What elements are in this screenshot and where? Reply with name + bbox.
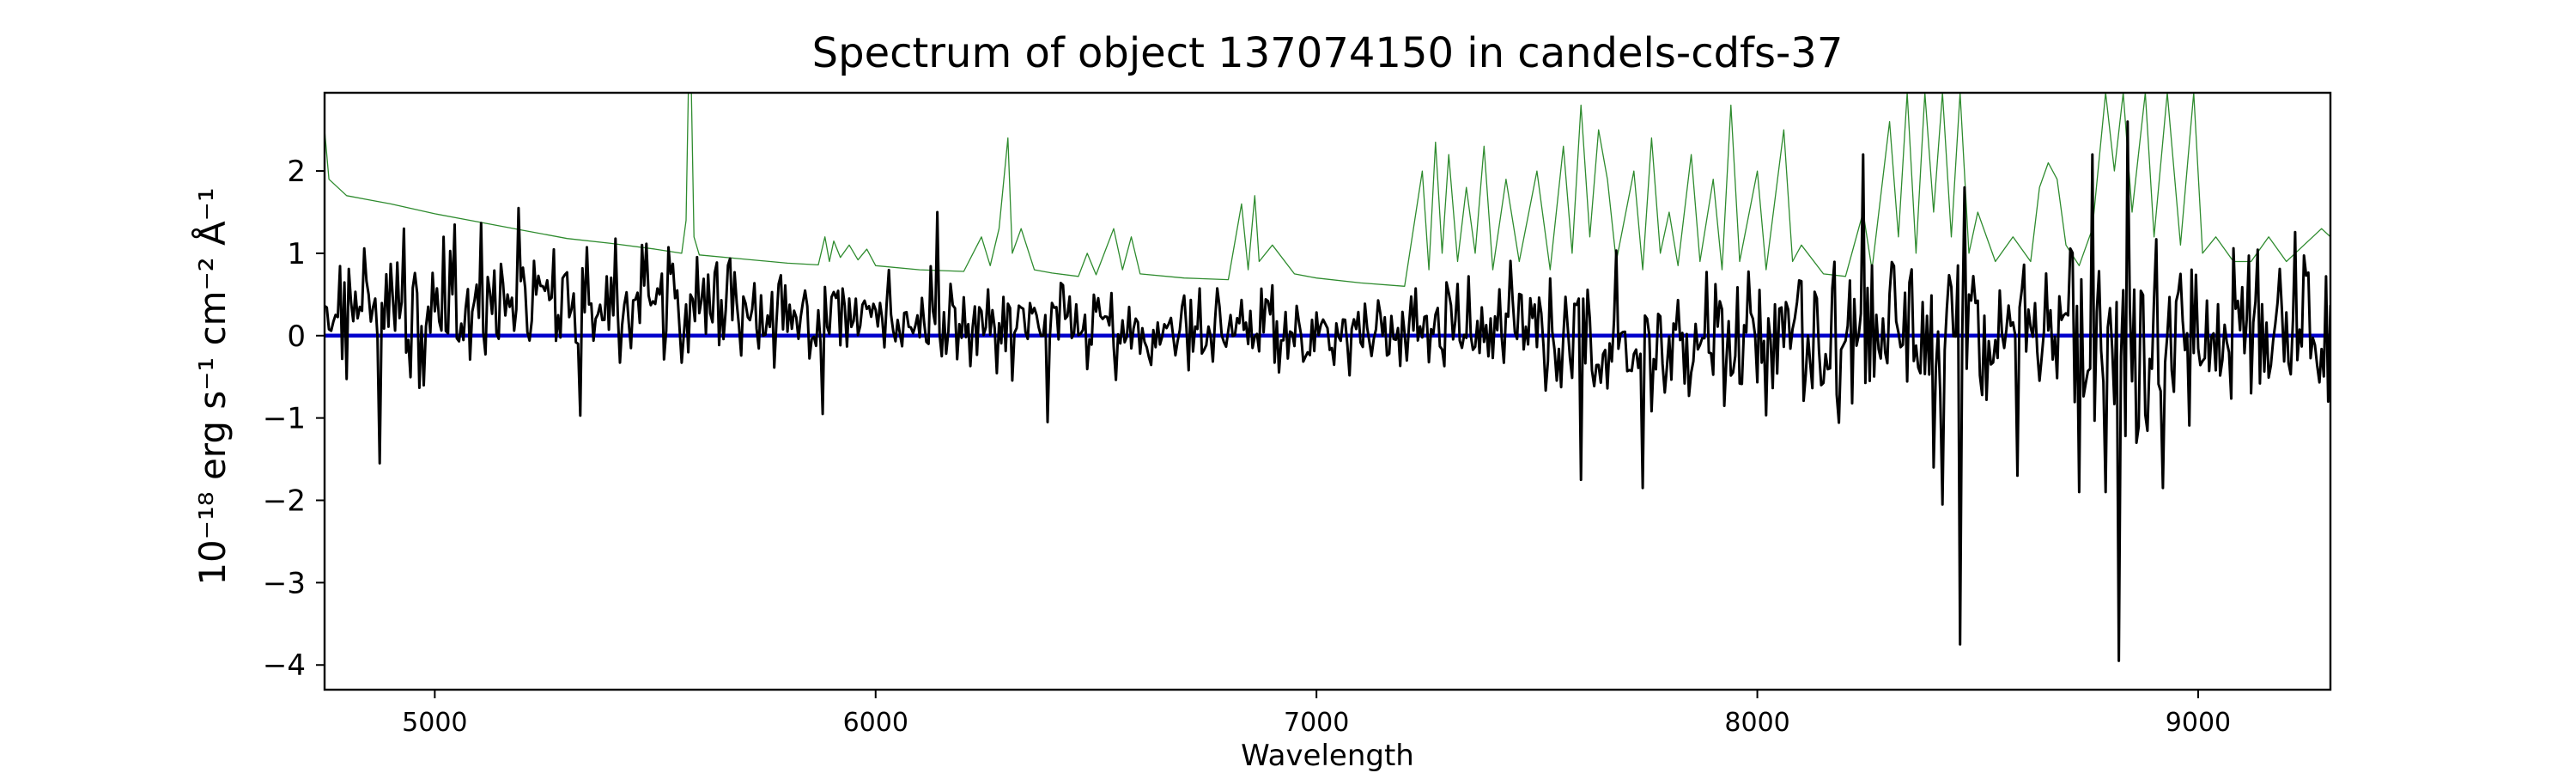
- x-tick-label: 9000: [2166, 708, 2231, 738]
- y-tick-label: −1: [263, 402, 306, 436]
- x-tick-label: 8000: [1724, 708, 1789, 738]
- y-tick-label: −4: [263, 648, 306, 683]
- y-tick-label: −3: [263, 566, 306, 600]
- x-tick-label: 7000: [1284, 708, 1349, 738]
- error-spectrum-line: [325, 93, 2330, 287]
- chart-title: Spectrum of object 137074150 in candels-…: [812, 29, 1844, 77]
- x-axis-label: Wavelength: [1241, 739, 1414, 773]
- y-axis-label: 10⁻¹⁸ erg s⁻¹ cm⁻² Å⁻¹: [191, 187, 234, 585]
- y-tick-label: 1: [287, 237, 306, 271]
- plot-area: 5000 6000 7000 8000 9000 −4 −3 −2 −1 0 1 2: [263, 91, 2332, 738]
- y-tick-label: 0: [287, 320, 306, 354]
- x-tick-label: 6000: [843, 708, 908, 738]
- x-tick-label: 5000: [402, 708, 467, 738]
- y-tick-label: 2: [287, 155, 306, 189]
- data-lines: [325, 93, 2330, 662]
- flux-spectrum-line: [325, 120, 2330, 662]
- plot-frame: [323, 91, 2332, 691]
- y-tick-label: −2: [263, 484, 306, 519]
